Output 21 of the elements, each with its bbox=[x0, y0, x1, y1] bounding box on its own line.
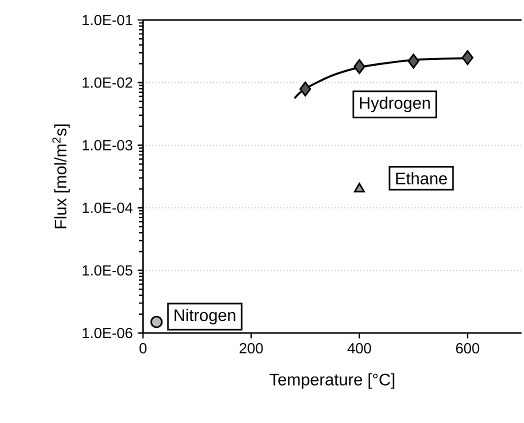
x-tick-label: 600 bbox=[456, 343, 480, 354]
series-label: Ethane bbox=[396, 172, 447, 184]
y-axis-title: Flux [mol/m$^{2}$s] bbox=[52, 124, 70, 228]
series-label: Nitrogen bbox=[174, 308, 236, 324]
point bbox=[408, 54, 420, 69]
series-label: Hydrogen bbox=[360, 96, 430, 112]
y-tick-label: 1.0E-05 bbox=[82, 265, 132, 276]
point bbox=[299, 82, 312, 96]
y-tick-label: 1.0E-03 bbox=[82, 140, 132, 150]
point bbox=[462, 50, 474, 66]
point bbox=[354, 182, 365, 192]
y-tick-label: 1.0E-02 bbox=[82, 77, 132, 88]
x-tick-label: 400 bbox=[347, 343, 372, 354]
y-tick-label: 1.0E-04 bbox=[82, 202, 133, 213]
x-tick-label: 0 bbox=[139, 343, 146, 354]
x-axis-title: Temperature [°C] bbox=[270, 373, 394, 389]
point bbox=[150, 316, 163, 328]
y-tick-label: 1.0E-06 bbox=[82, 328, 132, 338]
y-tick-label: 1.0E-01 bbox=[82, 14, 132, 26]
x-tick-label: 200 bbox=[240, 343, 263, 354]
point bbox=[354, 59, 366, 74]
